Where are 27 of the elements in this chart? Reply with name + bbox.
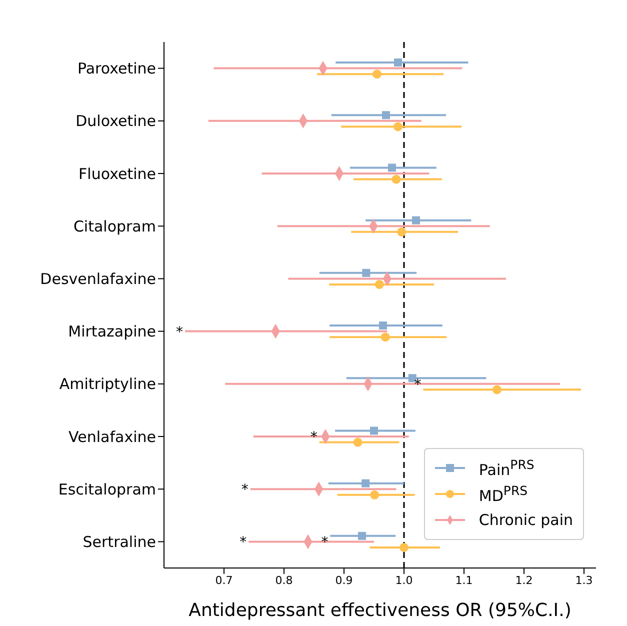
x-tick-label: 0.8 — [275, 574, 293, 587]
legend-label: Pain$^{PRS}$ — [478, 457, 534, 479]
y-tick-label: Paroxetine — [77, 60, 156, 78]
annotation: * — [241, 482, 248, 498]
x-tick-label: 1.1 — [455, 574, 473, 587]
annotation: * — [176, 324, 183, 340]
annotation: * — [240, 534, 247, 551]
y-tick-label: Escitalopram — [58, 480, 156, 498]
y-tick-label: Venlafaxine — [68, 428, 156, 446]
annotation: * — [414, 376, 422, 393]
x-tick-label: 1.2 — [515, 574, 533, 587]
x-tick-label: 0.7 — [215, 574, 233, 587]
annotation: * — [321, 534, 328, 551]
legend-label: Chronic pain — [478, 511, 573, 529]
x-axis-title: Antidepressant effectiveness OR (95%C.I.) — [188, 600, 572, 621]
x-tick-label: 0.9 — [335, 574, 353, 587]
x-tick-label: 1.0 — [395, 574, 413, 587]
y-tick-label: Sertraline — [82, 533, 156, 552]
legend-label: MD$^{PRS}$ — [478, 483, 528, 505]
y-tick-label: Amitriptyline — [59, 375, 156, 394]
y-tick-label: Desvenlafaxine — [40, 270, 156, 288]
x-tick-label: 1.3 — [575, 574, 593, 587]
annotation: * — [310, 429, 318, 446]
y-tick-label: Mirtazapine — [68, 322, 156, 341]
y-tick-label: Fluoxetine — [78, 164, 156, 183]
y-tick-label: Duloxetine — [76, 112, 156, 130]
y-tick-label: Citalopram — [73, 217, 156, 236]
